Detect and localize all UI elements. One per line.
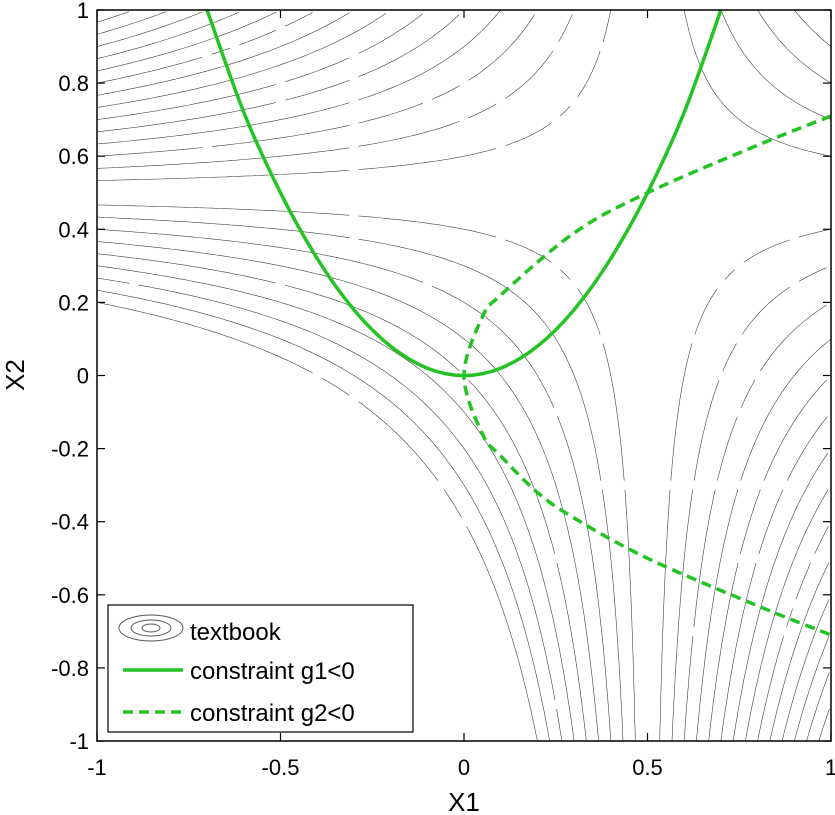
contour-line	[97, 11, 830, 741]
contour-line	[97, 10, 831, 741]
y-tick-label: 0.8	[58, 71, 89, 96]
contour-line	[97, 265, 575, 741]
contour-line	[97, 13, 828, 741]
contour-line	[97, 289, 550, 741]
contour-line	[97, 14, 827, 741]
constraint-curves	[205, 10, 831, 637]
y-tick-label: 0.2	[58, 290, 89, 315]
y-axis-title: X2	[0, 359, 30, 391]
contour-line	[97, 10, 831, 741]
contour-line	[97, 12, 829, 741]
y-tick-label: 0.6	[58, 144, 89, 169]
y-tick-label: -0.2	[51, 437, 89, 462]
y-tick-label: -0.8	[51, 656, 89, 681]
legend-label-contour: textbook	[190, 619, 282, 646]
y-tick-label: 0.4	[58, 217, 89, 242]
contour-line	[97, 12, 829, 741]
y-tick-label: 0	[77, 364, 89, 389]
contour-line	[97, 10, 831, 741]
x-tick-label: -1	[87, 755, 107, 780]
legend-label-g2: constraint g2<0	[190, 700, 355, 727]
contour-lines	[97, 10, 831, 741]
x-tick-label: 0.5	[632, 755, 663, 780]
y-tick-label: -0.4	[51, 510, 89, 535]
contour-line	[97, 11, 830, 741]
contour-line	[97, 277, 563, 741]
contour-line	[97, 12, 829, 741]
x-tick-label: -0.5	[262, 755, 300, 780]
contour-line	[97, 12, 829, 741]
x-tick-label: 1	[825, 755, 835, 780]
legend-contour-icon	[118, 614, 184, 642]
contour-line	[97, 14, 827, 741]
contour-line	[97, 10, 831, 741]
y-tick-label: -1	[69, 729, 89, 754]
x-axis-title: X1	[448, 787, 480, 815]
contour-line	[97, 14, 827, 741]
contour-line	[97, 253, 587, 741]
x-tick-label: 0	[458, 755, 470, 780]
contour-line	[97, 302, 538, 741]
contour-line	[97, 11, 830, 741]
series-line-g2	[462, 114, 831, 637]
contour-line	[97, 10, 831, 741]
contour-line	[97, 11, 830, 741]
y-tick-label: -0.6	[51, 583, 89, 608]
x-axis-ticks: -1 -0.5 0 0.5 1	[87, 10, 835, 780]
legend-label-g1: constraint g1<0	[190, 658, 355, 685]
y-axis-ticks: -1 -0.8 -0.6 -0.4 -0.2 0 0.2 0.4 0.6 0.8 1	[51, 0, 831, 754]
legend: textbook constraint g1<0 constraint g2<0	[107, 604, 414, 733]
y-tick-label: 1	[77, 0, 89, 23]
